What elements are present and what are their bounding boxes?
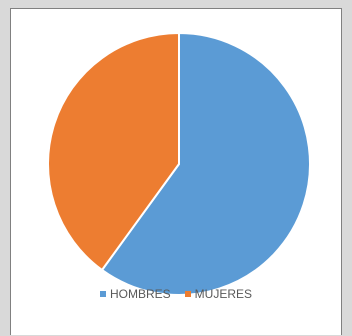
- pie-chart: [47, 32, 311, 296]
- legend-swatch-hombres: [99, 291, 106, 297]
- pie-slice-hombres: [101, 32, 311, 296]
- legend-item-hombres: HOMBRES: [99, 287, 171, 301]
- pie-slices: [47, 32, 311, 296]
- legend-label-hombres: HOMBRES: [109, 287, 171, 301]
- legend-item-mujeres: MUJERES: [184, 287, 253, 301]
- pie-slice-mujeres: [47, 32, 180, 271]
- chart-frame: HOMBRES MUJERES: [10, 8, 342, 335]
- legend-label-mujeres: MUJERES: [194, 287, 253, 301]
- chart-legend: HOMBRES MUJERES: [11, 287, 341, 301]
- legend-swatch-mujeres: [184, 291, 191, 297]
